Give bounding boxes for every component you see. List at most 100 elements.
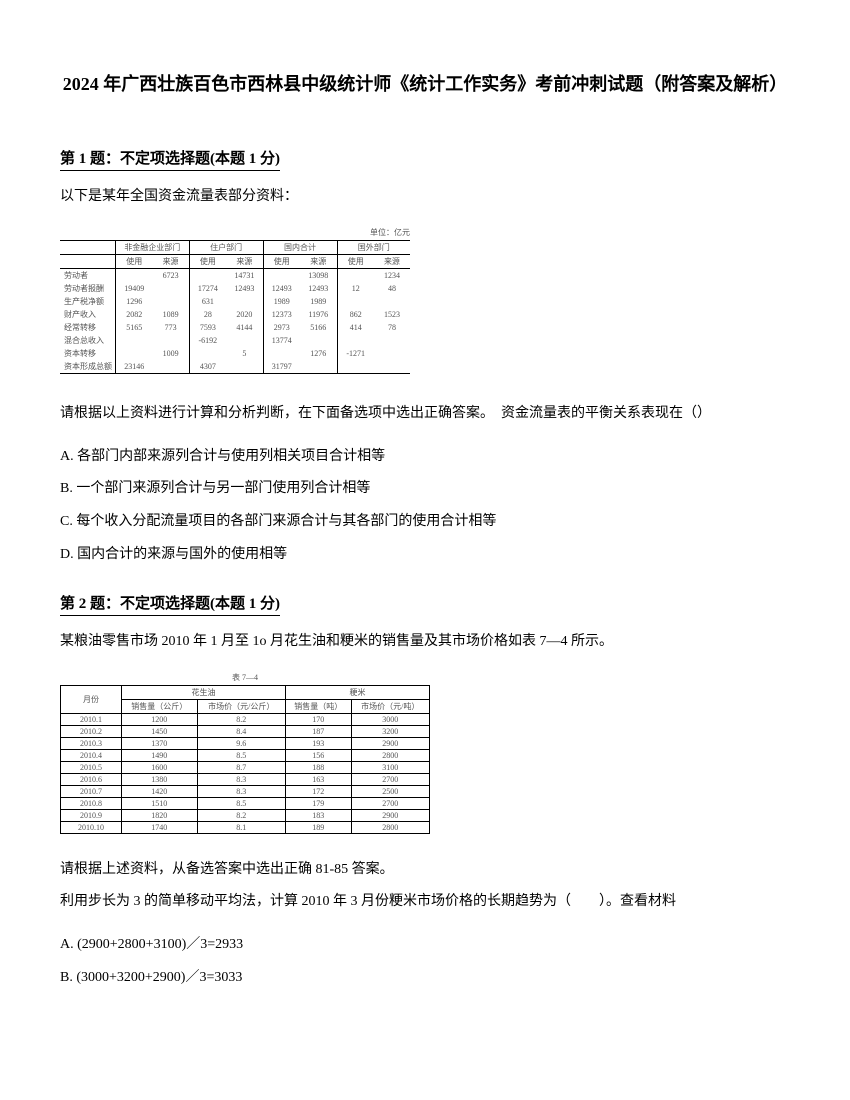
table-cell: 1234 bbox=[374, 268, 410, 282]
table-cell: 1490 bbox=[122, 750, 198, 762]
q1-header: 第 1 题：不定项选择题(本题 1 分) bbox=[60, 147, 280, 171]
table-cell: 7593 bbox=[189, 321, 226, 334]
table-cell: 2800 bbox=[351, 822, 429, 834]
q1-opt-b: B. 一个部门来源列合计与另一部门使用列合计相等 bbox=[60, 476, 790, 503]
table-row-label: 2010.7 bbox=[61, 786, 122, 798]
q1-col-sub: 使用 bbox=[337, 254, 374, 268]
table-cell: 1200 bbox=[122, 714, 198, 726]
table-cell: 8.5 bbox=[197, 798, 285, 810]
q1-opt-c: C. 每个收入分配流量项目的各部门来源合计与其各部门的使用合计相等 bbox=[60, 509, 790, 536]
table-cell: 9.6 bbox=[197, 738, 285, 750]
q1-stem1: 以下是某年全国资金流量表部分资料： bbox=[60, 183, 790, 211]
table-row-label: 劳动者报酬 bbox=[60, 282, 116, 295]
table-cell: 170 bbox=[285, 714, 351, 726]
table-cell bbox=[337, 268, 374, 282]
table-cell bbox=[153, 282, 190, 295]
table-cell: 2700 bbox=[351, 774, 429, 786]
q1-col-sub: 来源 bbox=[226, 254, 263, 268]
table-cell: 48 bbox=[374, 282, 410, 295]
table-cell bbox=[153, 295, 190, 308]
table-cell: 5166 bbox=[300, 321, 337, 334]
table-cell: 31797 bbox=[263, 360, 300, 374]
q2-stem3: 利用步长为 3 的简单移动平均法，计算 2010 年 3 月份粳米市场价格的长期… bbox=[60, 888, 790, 916]
table-row-label: 资本转移 bbox=[60, 347, 116, 360]
table-cell bbox=[116, 334, 153, 347]
table-cell: 189 bbox=[285, 822, 351, 834]
q2-col-grp: 粳米 bbox=[285, 686, 429, 700]
table-cell bbox=[153, 360, 190, 374]
table-cell bbox=[263, 268, 300, 282]
table-cell: 1089 bbox=[153, 308, 190, 321]
q1-col-grp: 国外部门 bbox=[337, 240, 410, 254]
table-cell: 2020 bbox=[226, 308, 263, 321]
table-cell: 8.3 bbox=[197, 774, 285, 786]
table-cell: 2973 bbox=[263, 321, 300, 334]
q1-col-grp: 非金融企业部门 bbox=[116, 240, 190, 254]
q1-col-sub: 使用 bbox=[116, 254, 153, 268]
q2-table-caption: 表 7—4 bbox=[60, 672, 430, 683]
q1-opt-a: A. 各部门内部来源列合计与使用列相关项目合计相等 bbox=[60, 444, 790, 471]
table-cell bbox=[374, 295, 410, 308]
table-row-label: 2010.2 bbox=[61, 726, 122, 738]
q1-col-sub: 使用 bbox=[189, 254, 226, 268]
q2-opt-a: A. (2900+2800+3100)／3=2933 bbox=[60, 932, 790, 959]
q1-col-sub: 使用 bbox=[263, 254, 300, 268]
table-cell bbox=[300, 360, 337, 374]
table-row-label: 2010.5 bbox=[61, 762, 122, 774]
table-cell bbox=[374, 347, 410, 360]
table-cell: 2082 bbox=[116, 308, 153, 321]
table-cell: 2800 bbox=[351, 750, 429, 762]
table-cell: 8.7 bbox=[197, 762, 285, 774]
table-cell: 4307 bbox=[189, 360, 226, 374]
table-cell: 1370 bbox=[122, 738, 198, 750]
table-cell bbox=[226, 334, 263, 347]
q2-col-sub: 销售量（吨） bbox=[285, 700, 351, 714]
table-cell: 193 bbox=[285, 738, 351, 750]
table-cell bbox=[189, 347, 226, 360]
table-cell: 163 bbox=[285, 774, 351, 786]
table-row-label: 经常转移 bbox=[60, 321, 116, 334]
table-cell: 6723 bbox=[153, 268, 190, 282]
q1-col-sub: 来源 bbox=[300, 254, 337, 268]
table-row-label: 劳动者 bbox=[60, 268, 116, 282]
table-cell: 1380 bbox=[122, 774, 198, 786]
table-cell: 8.2 bbox=[197, 810, 285, 822]
table-cell: 19409 bbox=[116, 282, 153, 295]
table-cell: 78 bbox=[374, 321, 410, 334]
q1-col-sub: 来源 bbox=[374, 254, 410, 268]
table-cell: 12 bbox=[337, 282, 374, 295]
table-cell: 1510 bbox=[122, 798, 198, 810]
table-cell: 1276 bbox=[300, 347, 337, 360]
table-cell: 2500 bbox=[351, 786, 429, 798]
doc-title: 2024 年广西壮族百色市西林县中级统计师《统计工作实务》考前冲刺试题（附答案及… bbox=[60, 70, 790, 99]
table-row-label: 2010.10 bbox=[61, 822, 122, 834]
table-cell: 179 bbox=[285, 798, 351, 810]
table-row-label: 生产税净额 bbox=[60, 295, 116, 308]
q2-stem2: 请根据上述资料，从备选答案中选出正确 81-85 答案。 bbox=[60, 856, 790, 884]
table-row-label: 2010.9 bbox=[61, 810, 122, 822]
q1-options: A. 各部门内部来源列合计与使用列相关项目合计相等 B. 一个部门来源列合计与另… bbox=[60, 444, 790, 568]
table-cell: 1820 bbox=[122, 810, 198, 822]
table-cell: 14731 bbox=[226, 268, 263, 282]
table-cell: -1271 bbox=[337, 347, 374, 360]
table-cell: 2900 bbox=[351, 810, 429, 822]
table-cell bbox=[337, 360, 374, 374]
q2-stem1: 某粮油零售市场 2010 年 1 月至 1o 月花生油和粳米的销售量及其市场价格… bbox=[60, 628, 790, 656]
q1-col-grp: 住户部门 bbox=[189, 240, 263, 254]
table-cell: 773 bbox=[153, 321, 190, 334]
table-cell: 23146 bbox=[116, 360, 153, 374]
table-cell bbox=[300, 334, 337, 347]
table-cell bbox=[226, 360, 263, 374]
table-cell: 188 bbox=[285, 762, 351, 774]
table-row-label: 2010.8 bbox=[61, 798, 122, 810]
table-cell bbox=[337, 295, 374, 308]
table-cell: 8.1 bbox=[197, 822, 285, 834]
table-cell: 12493 bbox=[263, 282, 300, 295]
q1-col-grp: 国内合计 bbox=[263, 240, 337, 254]
table-cell: 12493 bbox=[300, 282, 337, 295]
table-row-label: 2010.3 bbox=[61, 738, 122, 750]
table-cell: 13774 bbox=[263, 334, 300, 347]
table-cell: 13098 bbox=[300, 268, 337, 282]
table-cell: 8.4 bbox=[197, 726, 285, 738]
table-cell: 2900 bbox=[351, 738, 429, 750]
